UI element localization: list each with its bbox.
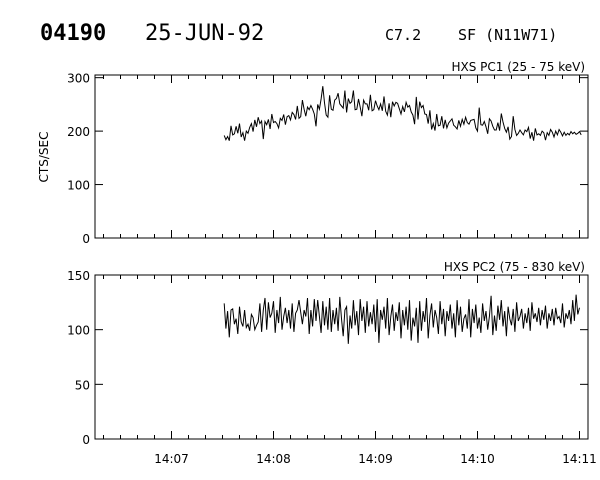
panel-hxs-pc2-frame [94,274,589,440]
y-tick-label: 100 [67,179,90,193]
y-tick-label: 200 [67,125,90,139]
panel-hxs-pc1-frame [94,74,589,239]
x-tick-label: 14:11 [562,452,597,466]
panel-hxs-pc1: HXS PC1 (25 - 75 keV) CTS/SEC 0 100 200 300 [37,60,589,246]
y-tick-label: 150 [67,269,90,283]
flare-class: C7.2 [385,26,421,44]
y-tick-label: 0 [82,232,90,246]
y-axis-label: CTS/SEC [37,132,51,183]
event-id: 04190 [40,21,106,46]
y-tick-label: 0 [82,433,90,447]
x-tick-label: 14:10 [460,452,495,466]
flare-location: SF (N11W71) [458,26,557,44]
x-tick-label: 14:08 [256,452,291,466]
x-tick-label: 14:07 [154,452,189,466]
y-tick-label: 100 [67,324,90,338]
y-tick-label: 50 [75,378,90,392]
panel-hxs-pc2-title: HXS PC2 (75 - 830 keV) [444,260,585,274]
panel-hxs-pc2: HXS PC2 (75 - 830 keV) 0 50 100 150 14:07 14:… [67,260,597,466]
x-tick-label: 14:09 [358,452,393,466]
series-line-1-0 [223,294,580,344]
panel-hxs-pc1-title: HXS PC1 (25 - 75 keV) [451,60,585,74]
y-tick-label: 300 [67,72,90,86]
event-date: 25-JUN-92 [145,21,264,46]
series-line-0-0 [223,86,582,141]
